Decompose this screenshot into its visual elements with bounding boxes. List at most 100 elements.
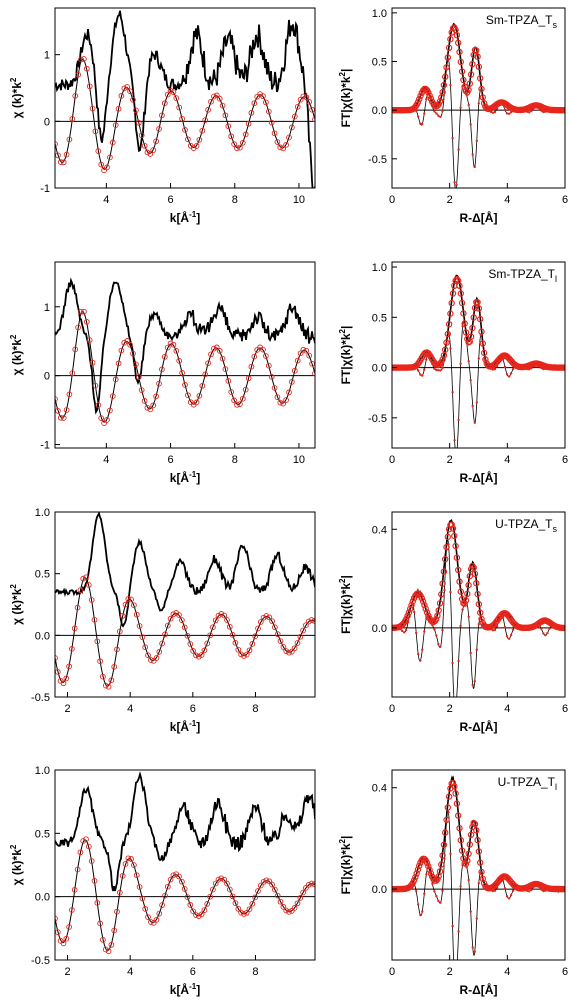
- data-point: [413, 366, 416, 369]
- data-point: [211, 345, 217, 352]
- data-point: [228, 389, 235, 395]
- data-point: [300, 889, 306, 896]
- data-point: [231, 141, 237, 147]
- data-point: [505, 895, 509, 898]
- data-point: [408, 601, 415, 609]
- data-point: [60, 680, 67, 687]
- data-point: [475, 601, 483, 608]
- data-point: [509, 111, 513, 114]
- data-point: [69, 116, 76, 122]
- data-point: [550, 108, 553, 112]
- x-tick-label: 4: [103, 194, 109, 206]
- y-tick-label: 0.0: [372, 884, 387, 896]
- data-point: [211, 93, 217, 100]
- data-point: [536, 104, 539, 107]
- data-point: [441, 889, 444, 892]
- data-point: [518, 625, 521, 629]
- data-point: [63, 407, 70, 413]
- data-point: [60, 415, 67, 421]
- data-point: [266, 878, 273, 885]
- data-markers: [55, 308, 315, 426]
- data-point: [159, 366, 165, 373]
- data-point: [416, 95, 423, 103]
- data-point: [548, 627, 551, 630]
- data-point: [477, 102, 480, 105]
- data-point: [518, 887, 521, 890]
- data-point: [286, 134, 292, 141]
- real-part-curve: [392, 58, 565, 188]
- data-point: [475, 648, 478, 651]
- data-point: [560, 366, 563, 369]
- data-point: [308, 880, 315, 887]
- data-point: [69, 907, 75, 913]
- data-point: [499, 101, 503, 104]
- data-point: [122, 861, 129, 867]
- data-point: [423, 892, 426, 895]
- data-point: [560, 887, 563, 891]
- data-point: [77, 587, 84, 593]
- y-tick-label: 0.4: [372, 524, 387, 536]
- data-point: [538, 885, 541, 888]
- x-tick-label: 0: [389, 703, 395, 715]
- data-point: [447, 310, 454, 317]
- data-point: [294, 103, 301, 110]
- y-axis-label: FT|χ(k)*k2|: [338, 69, 353, 128]
- plot-area: [392, 775, 565, 960]
- data-point: [291, 645, 298, 652]
- data-point: [303, 94, 310, 101]
- data-point: [66, 391, 73, 398]
- data-point: [141, 142, 148, 149]
- data-point: [308, 617, 315, 623]
- data-point: [190, 908, 196, 915]
- x-tick-label: 6: [562, 454, 568, 466]
- data-point: [433, 890, 436, 893]
- data-point: [431, 624, 434, 627]
- data-point: [173, 95, 180, 101]
- data-markers: [55, 56, 315, 174]
- data-point: [479, 871, 482, 874]
- data-point: [439, 580, 446, 587]
- data-point: [237, 144, 243, 151]
- data-point: [437, 899, 440, 903]
- data-point: [283, 648, 290, 654]
- fit-curve: [55, 58, 315, 170]
- data-point: [442, 829, 449, 836]
- x-tick-label: 6: [167, 454, 173, 466]
- data-point: [451, 391, 454, 394]
- data-point: [85, 843, 92, 850]
- data-point: [526, 110, 529, 114]
- x-tick-label: 10: [293, 454, 305, 466]
- data-point: [190, 648, 196, 654]
- magnitude-curve: [392, 518, 565, 631]
- data-point: [147, 406, 154, 413]
- data-point: [469, 324, 476, 332]
- data-point: [477, 859, 484, 866]
- plot-frame: [54, 7, 316, 189]
- data-point: [136, 884, 143, 890]
- data-point: [540, 109, 543, 112]
- data-point: [57, 159, 64, 165]
- data-point: [412, 873, 419, 881]
- data-point: [540, 366, 543, 370]
- data-point: [245, 120, 252, 127]
- data-point: [115, 105, 122, 112]
- data-point: [238, 909, 244, 916]
- data-point: [109, 393, 116, 399]
- data-point: [204, 640, 211, 647]
- data-point: [400, 629, 404, 632]
- data-point: [459, 885, 462, 888]
- data-point: [92, 382, 99, 389]
- data-point: [176, 104, 183, 111]
- data-point: [167, 876, 174, 883]
- data-point: [463, 85, 466, 89]
- data-point: [497, 359, 501, 363]
- data-point: [431, 362, 434, 366]
- data-point: [260, 614, 267, 621]
- data-point: [201, 647, 208, 654]
- data-point: [456, 578, 463, 585]
- data-point: [263, 99, 269, 106]
- y-tick-label: 0.0: [35, 630, 50, 642]
- data-point: [288, 648, 295, 655]
- data-point: [544, 889, 547, 892]
- data-point: [202, 117, 209, 123]
